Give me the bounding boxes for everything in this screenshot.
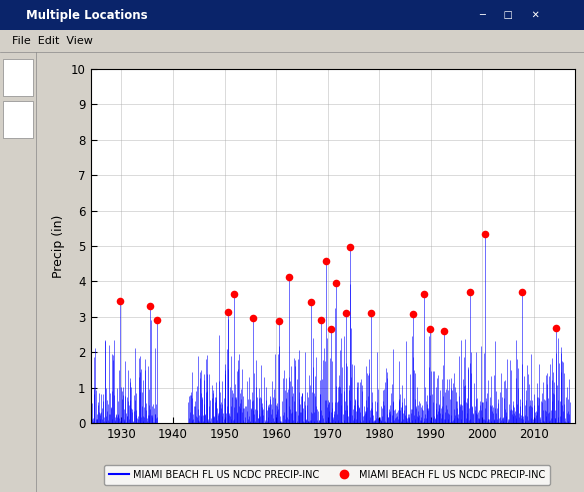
Point <box>341 309 350 317</box>
Point <box>551 325 561 333</box>
Point <box>408 309 418 317</box>
Point <box>425 325 434 333</box>
Point <box>316 316 325 324</box>
Point <box>145 303 155 310</box>
Point <box>420 290 429 298</box>
Point <box>440 327 449 335</box>
Point <box>326 325 336 333</box>
Point <box>116 297 125 305</box>
Text: ─      □      ✕: ─ □ ✕ <box>479 10 540 20</box>
Point <box>331 279 340 287</box>
Point <box>223 308 232 316</box>
Y-axis label: Precip (in): Precip (in) <box>52 215 65 277</box>
Point <box>481 230 490 238</box>
Point <box>321 257 330 265</box>
Point <box>229 290 238 298</box>
Point <box>345 243 354 251</box>
Point <box>248 314 257 322</box>
Point <box>465 288 474 296</box>
Text: Multiple Locations: Multiple Locations <box>26 8 148 22</box>
Legend: MIAMI BEACH FL US NCDC PRECIP-INC, MIAMI BEACH FL US NCDC PRECIP-INC: MIAMI BEACH FL US NCDC PRECIP-INC, MIAMI… <box>105 465 550 485</box>
Point <box>152 315 161 323</box>
Point <box>366 309 376 317</box>
Point <box>517 288 527 296</box>
Point <box>284 273 294 281</box>
Text: File  Edit  View: File Edit View <box>12 36 92 46</box>
Point <box>274 317 283 325</box>
Point <box>306 298 315 306</box>
